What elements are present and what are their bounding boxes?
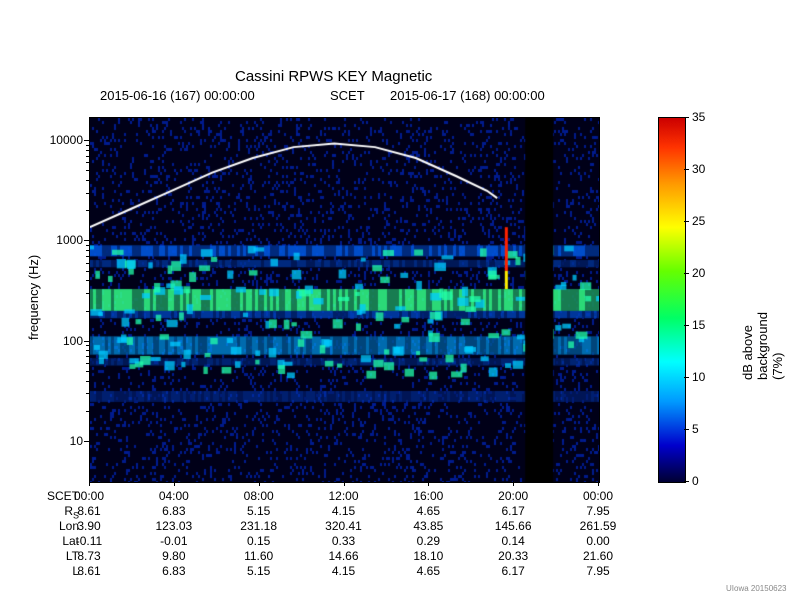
ephemeris-cell: 3.90 [59,519,119,533]
ephemeris-cell: 145.66 [483,519,543,533]
ephemeris-cell: 0.14 [483,534,543,548]
ephemeris-cell: 16:00 [398,489,458,503]
colorbar-tick-label: 0 [692,474,699,488]
ephemeris-cell: 5.15 [229,564,289,578]
ephemeris-cell: 6.17 [483,504,543,518]
colorbar-tick-label: 5 [692,422,699,436]
ephemeris-cell: 4.65 [398,564,458,578]
ephemeris-cell: 8.73 [59,549,119,563]
y-tick-label: 100 [63,334,83,348]
ephemeris-cell: 21.60 [568,549,628,563]
ephemeris-cell: 6.83 [144,504,204,518]
ephemeris-cell: 0.33 [314,534,374,548]
ephemeris-cell: 7.95 [568,504,628,518]
subtitle-mid: SCET [330,88,365,103]
colorbar [658,117,686,483]
chart-title: Cassini RPWS KEY Magnetic [235,68,432,85]
ephemeris-cell: 6.17 [483,564,543,578]
ephemeris-cell: 320.41 [314,519,374,533]
colorbar-tick-label: 25 [692,214,705,228]
ephemeris-cell: 0.00 [568,534,628,548]
ephemeris-cell: 00:00 [568,489,628,503]
ephemeris-cell: 14.66 [314,549,374,563]
subtitle-left: 2015-06-16 (167) 00:00:00 [100,88,255,103]
ephemeris-cell: 4.65 [398,504,458,518]
y-tick-label: 1000 [56,233,83,247]
ephemeris-cell: 0.15 [229,534,289,548]
ephemeris-cell: 18.10 [398,549,458,563]
colorbar-tick-label: 20 [692,266,705,280]
ephemeris-cell: -0.01 [144,534,204,548]
ephemeris-cell: 8.61 [59,504,119,518]
colorbar-tick-label: 10 [692,370,705,384]
ephemeris-cell: 4.15 [314,504,374,518]
ephemeris-cell: 8.61 [59,564,119,578]
colorbar-tick-label: 15 [692,318,705,332]
ephemeris-cell: 9.80 [144,549,204,563]
ephemeris-cell: 6.83 [144,564,204,578]
ephemeris-cell: 08:00 [229,489,289,503]
ephemeris-cell: 00:00 [59,489,119,503]
ephemeris-cell: 12:00 [314,489,374,503]
colorbar-tick-label: 30 [692,162,705,176]
spectrogram-plot [89,117,600,483]
ephemeris-cell: 04:00 [144,489,204,503]
ephemeris-cell: 123.03 [144,519,204,533]
ephemeris-cell: 5.15 [229,504,289,518]
ephemeris-cell: 0.29 [398,534,458,548]
ephemeris-cell: 20.33 [483,549,543,563]
colorbar-label: dB above background (7%) [740,312,785,380]
watermark: UIowa 20150623 [726,584,787,593]
y-tick-label: 10000 [50,133,83,147]
subtitle-right: 2015-06-17 (168) 00:00:00 [390,88,545,103]
y-axis-label: frequency (Hz) [26,255,41,340]
ephemeris-cell: 231.18 [229,519,289,533]
ephemeris-cell: -0.11 [59,534,119,548]
spectrogram-figure: Cassini RPWS KEY Magnetic 2015-06-16 (16… [0,0,800,600]
ephemeris-cell: 7.95 [568,564,628,578]
colorbar-tick-label: 35 [692,110,705,124]
y-tick-label: 10 [70,434,83,448]
ephemeris-cell: 261.59 [568,519,628,533]
ephemeris-cell: 43.85 [398,519,458,533]
ephemeris-cell: 20:00 [483,489,543,503]
ephemeris-cell: 4.15 [314,564,374,578]
ephemeris-cell: 11.60 [229,549,289,563]
